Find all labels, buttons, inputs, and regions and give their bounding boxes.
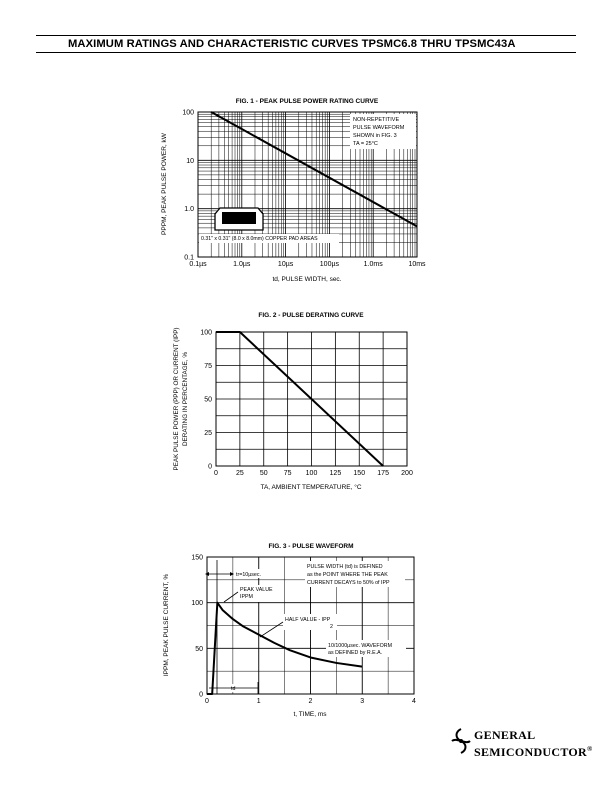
package-body-icon xyxy=(222,212,256,224)
fig3-peak-label: IPPM xyxy=(240,594,253,600)
fig1-xtick: 10µs xyxy=(278,261,294,268)
fig1-annotation: PULSE WAVEFORM xyxy=(353,125,405,131)
fig1-ytick: 10 xyxy=(186,158,194,165)
fig2-xtick: 0 xyxy=(214,470,218,477)
gs-logo-icon xyxy=(451,728,471,754)
fig2-xtick: 50 xyxy=(260,470,268,477)
fig2-frame xyxy=(215,331,408,467)
fig1-title: FIG. 1 - PEAK PULSE POWER RATING CURVE xyxy=(236,98,379,105)
fig3-td-label: td xyxy=(231,686,235,692)
fig3-xtick: 2 xyxy=(309,698,313,705)
fig1-series-line xyxy=(210,111,418,228)
fig1-annotation: NON-REPETITIVE xyxy=(353,117,399,123)
fig3-chart: FIG. 3 - PULSE WAVEFORM 0 50 100 150 0 1 2 3 4 t, … xyxy=(163,543,416,718)
logo-line-2: SEMICONDUCTOR xyxy=(474,745,588,759)
fig3-pw-label: CURRENT DECAYS to 50% of IPP xyxy=(307,580,390,586)
fig1-note-box xyxy=(350,114,416,149)
fig2-series-line xyxy=(216,331,384,467)
fig3-peak-box xyxy=(238,585,274,602)
company-logo: GENERAL SEMICONDUCTOR® xyxy=(450,728,592,768)
fig1-frame xyxy=(197,111,418,258)
fig3-xtick: 3 xyxy=(360,698,364,705)
fig3-half-box xyxy=(283,614,337,630)
fig1-ytick: 100 xyxy=(182,110,194,117)
fig2-xtick: 125 xyxy=(330,470,342,477)
fig3-tr-box xyxy=(234,569,270,578)
fig2-xlabel: TA, AMBIENT TEMPERATURE, °C xyxy=(260,483,361,491)
fig3-half-denominator: 2 xyxy=(330,624,333,630)
fig2-ytick: 0 xyxy=(208,464,212,471)
fig1-ytick: 0.1 xyxy=(184,255,194,262)
fig2-xtick: 75 xyxy=(284,470,292,477)
logo-line-1: GENERAL xyxy=(474,728,536,742)
fig2-xtick: 175 xyxy=(377,470,389,477)
fig3-frame xyxy=(206,556,415,695)
fig1-pad-label-box xyxy=(199,234,339,243)
fig2-xtick: 25 xyxy=(236,470,244,477)
fig2-xtick: 150 xyxy=(353,470,365,477)
fig2-chart: FIG. 2 - PULSE DERATING CURVE 0 25 50 75 100 0… xyxy=(173,312,413,491)
fig3-wave-label: as DEFINED by R.E.A. xyxy=(328,650,382,656)
arrow-right-icon xyxy=(230,572,234,576)
arrow-left-icon xyxy=(205,572,209,576)
fig3-pw-label: as the POINT WHERE THE PEAK xyxy=(307,572,388,578)
fig3-xtick: 4 xyxy=(412,698,416,705)
page-title: MAXIMUM RATINGS AND CHARACTERISTIC CURVE… xyxy=(68,38,516,50)
fig2-xtick: 100 xyxy=(306,470,318,477)
fig3-half-arrow xyxy=(259,621,284,638)
fig3-ytick: 0 xyxy=(199,692,203,699)
fig3-ytick: 50 xyxy=(195,646,203,653)
fig3-ytick: 150 xyxy=(191,555,203,562)
fig3-ytick: 100 xyxy=(191,600,203,607)
fig3-pw-label: PULSE WIDTH (td) is DEFINED xyxy=(307,564,383,570)
fig1-xlabel: td, PULSE WIDTH, sec. xyxy=(273,276,342,283)
fig3-pw-box xyxy=(305,561,405,587)
fig3-wave-label: 10/1000µsec. WAVEFORM xyxy=(328,643,392,649)
fig3-wave-box xyxy=(326,640,406,657)
fig3-series-line xyxy=(207,601,363,695)
fig3-ylabel: IPPM, PEAK PULSE CURRENT, % xyxy=(163,574,170,676)
fig1-ytick: 1.0 xyxy=(184,206,194,213)
fig2-ylabel-2: DERATING IN PERCENTAGE, % xyxy=(182,352,189,446)
fig1-chart: FIG. 1 - PEAK PULSE POWER RATING CURVE 0.… xyxy=(161,98,426,283)
fig1-xtick: 10ms xyxy=(408,261,426,268)
fig2-ytick: 75 xyxy=(204,363,212,370)
fig2-ylabel-1: PEAK PULSE POWER (PPP) OR CURRENT (IPP) xyxy=(173,328,180,471)
fig3-xtick: 1 xyxy=(257,698,261,705)
fig1-annotation: TA = 25°C xyxy=(353,141,378,147)
fig1-xtick: 100µs xyxy=(320,261,340,268)
fig1-ylabel: PPPM, PEAK PULSE POWER, kW xyxy=(161,132,168,235)
top-rule xyxy=(36,35,576,36)
fig1-annotation: SHOWN in FIG. 3 xyxy=(353,133,397,139)
fig2-xtick: 200 xyxy=(401,470,413,477)
fig3-peak-label: PEAK VALUE xyxy=(240,587,273,593)
title-underline xyxy=(36,52,576,53)
fig1-xtick: 0.1µs xyxy=(189,261,207,268)
fig3-title: FIG. 3 - PULSE WAVEFORM xyxy=(268,543,353,550)
fig2-title: FIG. 2 - PULSE DERATING CURVE xyxy=(258,312,364,319)
registered-mark: ® xyxy=(587,745,593,753)
fig3-xlabel: t, TIME, ms xyxy=(293,711,327,718)
fig1-pad-label: 0.31" x 0.31" (8.0 x 8.0mm) COPPER PAD A… xyxy=(201,236,318,242)
fig2-ytick: 50 xyxy=(204,397,212,404)
fig3-xtick: 0 xyxy=(205,698,209,705)
fig2-ytick: 25 xyxy=(204,430,212,437)
fig3-peak-arrow xyxy=(223,591,239,603)
fig2-ytick: 100 xyxy=(200,330,212,337)
fig3-half-label: HALF VALUE - IPP xyxy=(285,617,331,623)
fig1-xtick: 1.0ms xyxy=(364,261,384,268)
fig1-xtick: 1.0µs xyxy=(233,261,251,268)
fig3-tr-label: tr=10µsec. xyxy=(236,572,261,578)
